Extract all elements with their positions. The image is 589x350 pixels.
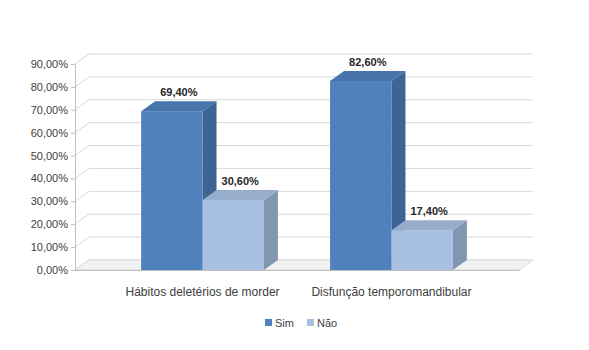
y-tick-label: 60,00% bbox=[31, 127, 69, 139]
y-tick: 20,00% bbox=[31, 218, 75, 230]
bar-top bbox=[203, 190, 278, 200]
y-tick-mark bbox=[71, 64, 75, 65]
x-tick-label: Disfunção temporomandibular bbox=[311, 285, 471, 299]
y-tick-label: 50,00% bbox=[31, 150, 69, 162]
y-tick-mark bbox=[71, 270, 75, 271]
bar-side bbox=[264, 190, 278, 270]
y-tick: 90,00% bbox=[31, 58, 75, 70]
y-tick: 0,00% bbox=[37, 264, 75, 276]
chart: 0,00% 10,00% 20,00% 30,00% 40,00% 50,00% 60,00… bbox=[0, 0, 589, 350]
y-tick-mark bbox=[71, 156, 75, 157]
x-tick: Hábitos deletérios de morder bbox=[125, 270, 279, 299]
legend-swatch bbox=[265, 319, 272, 326]
grid-line bbox=[75, 100, 533, 110]
bar-top bbox=[141, 101, 216, 111]
data-label: 17,40% bbox=[411, 205, 449, 217]
bar bbox=[203, 200, 264, 270]
y-tick: 60,00% bbox=[31, 127, 75, 139]
data-label: 69,40% bbox=[160, 86, 198, 98]
y-tick: 70,00% bbox=[31, 104, 75, 116]
y-tick-mark bbox=[71, 133, 75, 134]
y-tick: 10,00% bbox=[31, 241, 75, 253]
bar bbox=[141, 111, 202, 270]
bar bbox=[330, 81, 391, 270]
y-tick: 80,00% bbox=[31, 81, 75, 93]
y-tick: 30,00% bbox=[31, 195, 75, 207]
bars bbox=[141, 71, 467, 270]
y-axis: 0,00% 10,00% 20,00% 30,00% 40,00% 50,00% 60,00… bbox=[31, 58, 76, 276]
legend-swatch bbox=[307, 319, 314, 326]
x-axis: Hábitos deletérios de morder Disfunção te… bbox=[76, 270, 520, 299]
x-axis-line bbox=[76, 270, 520, 271]
bar-3d bbox=[391, 220, 466, 270]
y-tick-label: 10,00% bbox=[31, 241, 69, 253]
y-tick-mark bbox=[71, 110, 75, 111]
x-tick-label: Hábitos deletérios de morder bbox=[125, 285, 279, 299]
y-tick-label: 0,00% bbox=[37, 264, 68, 276]
legend: Sim Não bbox=[265, 317, 337, 329]
legend-label: Não bbox=[317, 317, 337, 329]
bar-top bbox=[330, 71, 405, 81]
grid bbox=[75, 54, 533, 270]
y-tick-label: 40,00% bbox=[31, 172, 69, 184]
y-tick-mark bbox=[71, 178, 75, 179]
y-tick-label: 80,00% bbox=[31, 81, 69, 93]
data-label: 30,60% bbox=[222, 175, 260, 187]
y-tick: 50,00% bbox=[31, 150, 75, 162]
y-tick-mark bbox=[71, 201, 75, 202]
y-tick-mark bbox=[71, 87, 75, 88]
y-axis-line bbox=[71, 65, 76, 271]
grid-line bbox=[75, 77, 533, 87]
y-tick-label: 90,00% bbox=[31, 58, 69, 70]
y-tick-mark bbox=[71, 247, 75, 248]
y-tick: 40,00% bbox=[31, 172, 75, 184]
y-tick-label: 20,00% bbox=[31, 218, 69, 230]
bar-top bbox=[391, 220, 466, 230]
grid-line bbox=[75, 54, 533, 64]
y-tick-label: 30,00% bbox=[31, 195, 69, 207]
y-tick-mark bbox=[71, 224, 75, 225]
data-label: 82,60% bbox=[349, 56, 387, 68]
y-tick-label: 70,00% bbox=[31, 104, 69, 116]
legend-label: Sim bbox=[275, 317, 294, 329]
bar-3d bbox=[203, 190, 278, 270]
data-labels: 69,40% 82,60% 30,60% 17,40% bbox=[160, 56, 448, 217]
bar bbox=[391, 230, 452, 270]
x-tick: Disfunção temporomandibular bbox=[311, 270, 471, 299]
